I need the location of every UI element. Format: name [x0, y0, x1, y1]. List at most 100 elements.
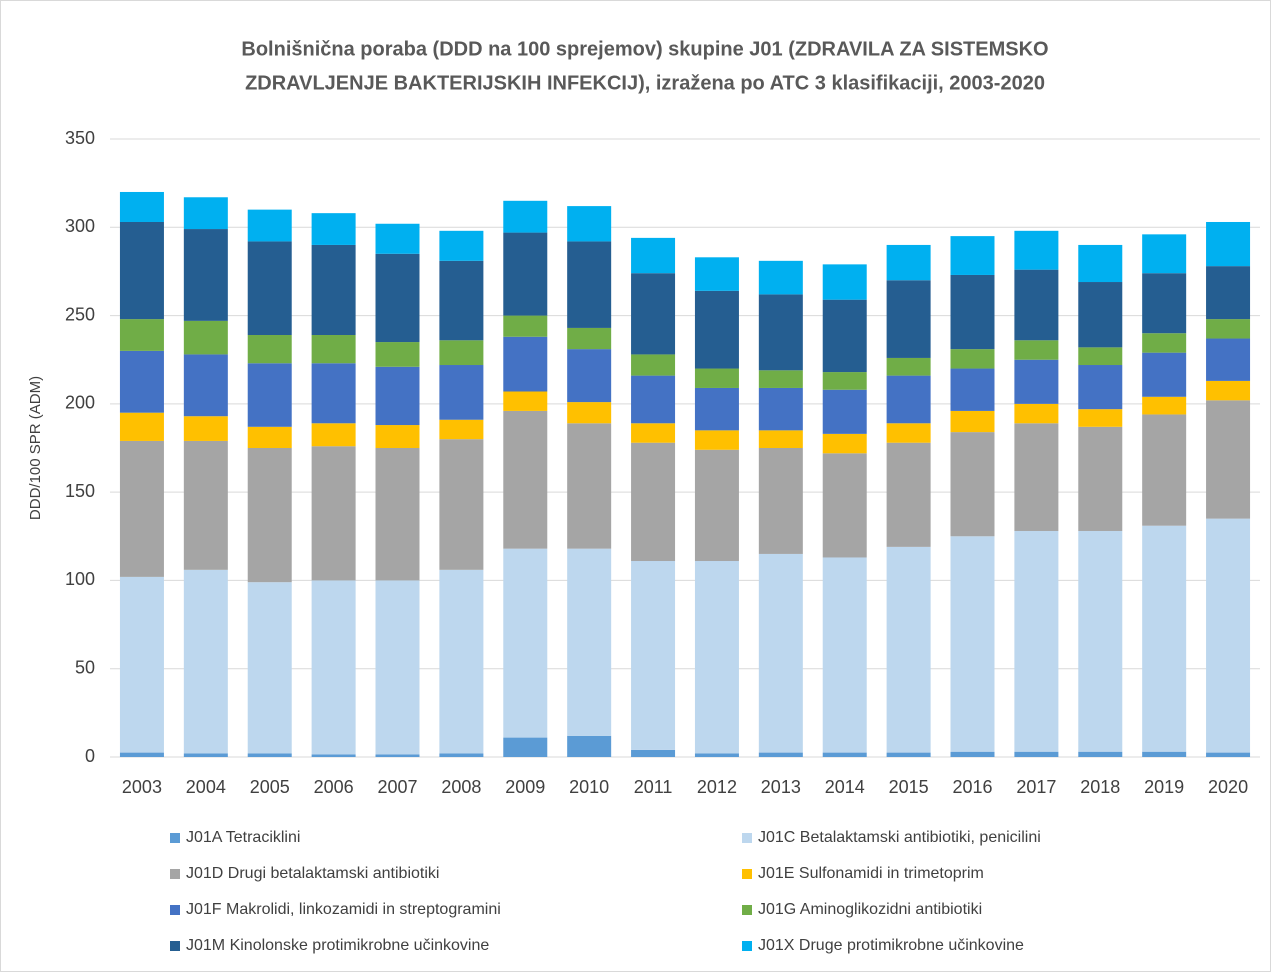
bar-segment [119, 350, 164, 413]
bar-segment [503, 737, 548, 757]
legend-label: J01F Makrolidi, linkozamidi in streptogr… [186, 901, 501, 918]
bar-segment [950, 432, 995, 537]
bar-segment [375, 253, 420, 343]
bar-segment [886, 375, 931, 424]
bar-segment [1206, 518, 1251, 753]
legend-label: J01G Aminoglikozidni antibiotiki [758, 901, 982, 918]
bar-segment [503, 548, 548, 738]
x-tick-label: 2009 [505, 777, 545, 797]
bar-segment [758, 553, 803, 753]
bar-segment [567, 548, 612, 736]
bar-segment [183, 753, 228, 757]
bar-segment [311, 213, 356, 245]
x-tick-label: 2013 [761, 777, 801, 797]
bar-segment [950, 536, 995, 752]
bar-segment [1014, 403, 1059, 424]
bar-segment [247, 209, 292, 242]
legend-label: J01X Druge protimikrobne učinkovine [758, 937, 1024, 954]
bar-segment [183, 229, 228, 321]
bar-segment [886, 280, 931, 358]
bar-segment [375, 754, 420, 757]
bar-segment [439, 230, 484, 261]
bar-segment [631, 375, 676, 424]
bar-segment [1014, 423, 1059, 531]
bar-segment [758, 752, 803, 757]
bar-segment [375, 366, 420, 426]
bar-segment [694, 561, 739, 754]
x-tick-label: 2016 [952, 777, 992, 797]
legend-swatch [170, 833, 180, 843]
x-tick-label: 2008 [441, 777, 481, 797]
bar-segment [886, 546, 931, 753]
bar-segment [1014, 230, 1059, 270]
bar-segment [311, 423, 356, 447]
bar-segment [247, 334, 292, 364]
bar-segment [119, 440, 164, 577]
bar-segment [247, 241, 292, 335]
bar-segment [822, 752, 867, 757]
bar-segment [822, 433, 867, 454]
x-tick-label: 2015 [889, 777, 929, 797]
bar-segment [183, 416, 228, 441]
bar-segment [1206, 319, 1251, 339]
bar-segment [439, 419, 484, 440]
bar-segment [694, 257, 739, 291]
bar-segment [567, 423, 612, 549]
x-tick-label: 2012 [697, 777, 737, 797]
y-tick-label: 0 [85, 746, 95, 766]
y-tick-label: 100 [65, 569, 95, 589]
x-tick-label: 2017 [1016, 777, 1056, 797]
bar-segment [1142, 234, 1187, 274]
x-tick-label: 2011 [634, 777, 673, 797]
bar-segment [567, 206, 612, 242]
bar-segment [1206, 221, 1251, 267]
legend-swatch [742, 869, 752, 879]
y-tick-label: 350 [65, 128, 95, 148]
x-tick-label: 2014 [825, 777, 865, 797]
bar-segment [503, 410, 548, 549]
y-tick-label: 300 [65, 216, 95, 236]
bar-segment [631, 749, 676, 757]
bar-segment [886, 244, 931, 281]
x-tick-label: 2010 [569, 777, 609, 797]
bar-segment [375, 342, 420, 367]
bar-segment [822, 389, 867, 434]
bar-segment [503, 391, 548, 411]
bar-segment [439, 439, 484, 570]
bar-segment [503, 336, 548, 392]
y-axis-label: DDD/100 SPR (ADM) [27, 376, 44, 520]
bar-segment [375, 425, 420, 448]
x-tick-label: 2007 [377, 777, 417, 797]
bar-segment [1078, 409, 1123, 427]
bar-segment [567, 735, 612, 757]
bar-segment [247, 753, 292, 757]
x-tick-label: 2003 [122, 777, 162, 797]
bar-segment [183, 354, 228, 417]
bar-segment [439, 753, 484, 757]
bar-segment [950, 236, 995, 275]
bar-segment [694, 753, 739, 757]
bar-segment [1142, 333, 1187, 353]
bar-segment [694, 449, 739, 562]
legend-swatch [742, 833, 752, 843]
legend-label: J01M Kinolonske protimikrobne učinkovine [186, 937, 489, 954]
y-tick-label: 150 [65, 481, 95, 501]
bar-segment [247, 426, 292, 448]
bar-segment [758, 448, 803, 554]
bar-segment [247, 363, 292, 427]
x-tick-label: 2005 [250, 777, 290, 797]
legend-label: J01E Sulfonamidi in trimetoprim [758, 865, 984, 882]
bar-segment [694, 387, 739, 431]
legend-swatch [742, 905, 752, 915]
bar-segment [311, 580, 356, 755]
bar-segment [1078, 426, 1123, 531]
x-tick-label: 2020 [1208, 777, 1248, 797]
bar-segment [950, 368, 995, 411]
bar-segment [758, 260, 803, 295]
bar-segment [119, 221, 164, 320]
bar-segment [758, 370, 803, 388]
x-tick-label: 2004 [186, 777, 226, 797]
bar-segment [631, 354, 676, 376]
bar-segment [1142, 396, 1187, 415]
